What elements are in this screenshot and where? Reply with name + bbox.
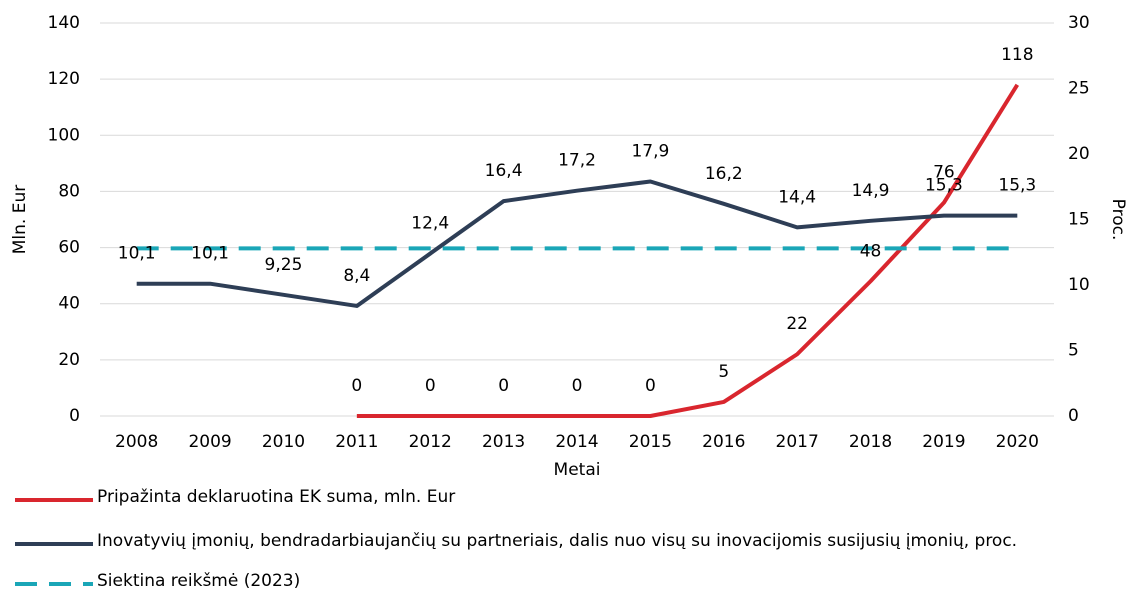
x-tick-label: 2011 (335, 432, 378, 452)
legend-swatch (15, 542, 93, 546)
x-tick-label: 2008 (115, 432, 158, 452)
x-axis-label: Metai (554, 460, 601, 480)
x-tick-label: 2013 (482, 432, 525, 452)
y2-tick-label: 5 (1068, 341, 1079, 361)
x-tick-label: 2019 (922, 432, 965, 452)
y-tick-label: 120 (48, 69, 80, 89)
data-label: 14,4 (778, 187, 816, 207)
legend-label: Inovatyvių įmonių, bendradarbiaujančių s… (97, 531, 1018, 551)
legend-label: Pripažinta deklaruotina EK suma, mln. Eu… (97, 487, 456, 507)
y-axis-label: Mln. Eur (10, 185, 30, 254)
data-label: 16,2 (705, 164, 743, 184)
y2-tick-label: 30 (1068, 13, 1090, 33)
x-tick-label: 2017 (776, 432, 819, 452)
x-tick-label: 2018 (849, 432, 892, 452)
x-tick-label: 2009 (188, 432, 231, 452)
data-label: 22 (786, 314, 808, 334)
data-label: 0 (351, 376, 362, 396)
y-tick-label: 0 (69, 406, 80, 426)
chart: 0 20 40 60 80 100 120 140 0 5 10 15 20 25 30 2008 2009 20… (10, 13, 1128, 480)
data-label: 15,3 (925, 176, 963, 196)
data-label: 9,25 (265, 255, 303, 275)
y2-axis-label: Proc. (1108, 199, 1128, 241)
series-line (136, 179, 1018, 308)
data-label: 76 (933, 163, 955, 183)
y-tick-label: 40 (58, 294, 80, 314)
x-tick-label: 2015 (629, 432, 672, 452)
data-label: 0 (498, 376, 509, 396)
data-label: 16,4 (485, 161, 523, 181)
y2-tick-label: 25 (1068, 79, 1090, 99)
data-label: 15,3 (998, 176, 1036, 196)
x-tick-label: 2010 (262, 432, 305, 452)
legend-swatch (15, 582, 93, 586)
legend-item: Siektina reikšmė (2023) (0, 572, 1127, 591)
data-label: 17,9 (631, 142, 669, 162)
y2-tick-label: 0 (1068, 406, 1079, 426)
x-tick-label: 2014 (555, 432, 598, 452)
legend-swatch (15, 498, 93, 502)
x-tick-label: 2012 (409, 432, 452, 452)
y-tick-label: 140 (48, 13, 80, 33)
data-label: 17,2 (558, 151, 596, 171)
y-tick-label: 60 (58, 238, 80, 258)
y-tick-label: 80 (58, 181, 80, 201)
y2-tick-label: 10 (1068, 275, 1090, 295)
data-label: 12,4 (411, 214, 449, 234)
y2-tick-label: 15 (1068, 210, 1090, 230)
data-label: 10,1 (118, 244, 156, 264)
legend-item: Pripažinta deklaruotina EK suma, mln. Eu… (0, 488, 1127, 507)
y-tick-label: 20 (58, 350, 80, 370)
data-label: 48 (860, 241, 882, 261)
data-label: 14,9 (852, 181, 890, 201)
data-label: 0 (572, 376, 583, 396)
data-label: 0 (645, 376, 656, 396)
data-label: 0 (425, 376, 436, 396)
x-tick-label: 2016 (702, 432, 745, 452)
data-label: 118 (1001, 45, 1033, 65)
series-line (356, 83, 1020, 418)
data-label: 10,1 (191, 244, 229, 264)
legend-item: Inovatyvių įmonių, bendradarbiaujančių s… (0, 532, 1127, 551)
data-label: 8,4 (343, 266, 370, 286)
y2-tick-label: 20 (1068, 144, 1090, 164)
y-tick-label: 100 (48, 125, 80, 145)
legend-label: Siektina reikšmė (2023) (97, 571, 301, 591)
data-label: 5 (718, 362, 729, 382)
x-tick-label: 2020 (996, 432, 1039, 452)
